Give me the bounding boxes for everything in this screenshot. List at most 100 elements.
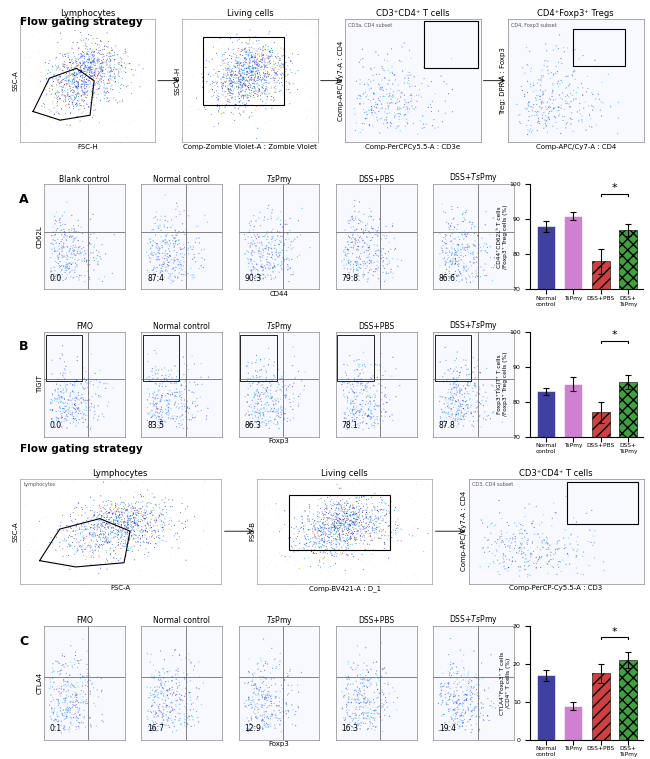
Point	[201, 77, 211, 90]
Point	[90, 367, 100, 380]
Point	[47, 703, 57, 715]
Point	[374, 687, 384, 699]
Point	[363, 723, 373, 735]
Point	[344, 531, 354, 543]
Point	[73, 497, 84, 509]
Point	[257, 261, 268, 273]
Point	[289, 528, 299, 540]
Point	[79, 241, 89, 254]
Point	[263, 43, 273, 55]
Point	[16, 523, 27, 535]
Point	[169, 550, 179, 562]
Point	[353, 686, 363, 698]
Point	[270, 80, 281, 93]
Point	[80, 507, 90, 519]
Point	[276, 411, 286, 424]
Point	[52, 395, 62, 408]
Point	[258, 49, 268, 61]
Point	[332, 508, 342, 520]
Point	[225, 63, 235, 75]
Point	[517, 547, 527, 559]
Point	[185, 414, 195, 426]
Point	[277, 221, 287, 233]
Point	[243, 231, 254, 243]
Point	[65, 82, 75, 94]
Point	[454, 266, 465, 278]
Point	[364, 241, 374, 254]
Point	[184, 563, 194, 575]
Text: 87:4: 87:4	[147, 274, 164, 283]
Point	[174, 390, 185, 402]
Point	[259, 672, 269, 684]
Point	[58, 241, 69, 254]
Point	[365, 511, 376, 523]
Title: Blank control: Blank control	[59, 175, 110, 184]
Point	[276, 256, 287, 268]
Point	[554, 543, 564, 555]
Point	[72, 81, 82, 93]
Point	[262, 90, 272, 102]
Point	[300, 505, 311, 518]
Point	[448, 224, 458, 236]
Point	[59, 72, 70, 84]
Point	[360, 712, 370, 724]
Point	[62, 550, 72, 562]
Point	[308, 549, 318, 561]
Point	[344, 673, 354, 685]
Point	[49, 713, 60, 726]
Point	[93, 259, 103, 271]
Point	[146, 46, 157, 58]
Point	[104, 518, 114, 530]
Point	[350, 534, 360, 546]
Point	[347, 502, 358, 515]
Point	[73, 65, 84, 77]
Point	[97, 48, 107, 60]
Point	[185, 54, 195, 66]
Point	[189, 252, 200, 264]
Point	[72, 410, 83, 422]
Point	[59, 90, 70, 102]
Point	[246, 402, 257, 414]
Point	[351, 537, 361, 550]
Point	[542, 549, 552, 561]
Point	[549, 111, 560, 123]
Point	[454, 694, 464, 706]
Point	[379, 482, 389, 494]
Bar	[143, 335, 179, 381]
Point	[177, 275, 187, 287]
Point	[535, 74, 545, 86]
Point	[321, 514, 332, 526]
Point	[55, 668, 66, 680]
Point	[374, 708, 385, 720]
Point	[538, 509, 549, 521]
Point	[416, 537, 426, 550]
Point	[244, 225, 255, 237]
Point	[471, 679, 482, 691]
Point	[204, 67, 214, 79]
Point	[449, 258, 460, 270]
Point	[86, 56, 96, 68]
Point	[100, 377, 110, 389]
Point	[165, 523, 176, 535]
Point	[263, 405, 273, 417]
Point	[94, 391, 104, 403]
Point	[151, 515, 161, 527]
Point	[269, 66, 280, 78]
Point	[66, 703, 76, 715]
Point	[290, 93, 300, 105]
Point	[242, 361, 252, 373]
Point	[52, 413, 62, 425]
Point	[564, 101, 575, 113]
Point	[129, 513, 140, 525]
Point	[156, 418, 166, 430]
Point	[447, 235, 457, 247]
Point	[71, 723, 81, 735]
Point	[309, 521, 319, 533]
Point	[109, 64, 119, 76]
Point	[458, 704, 469, 716]
Point	[47, 80, 58, 92]
Point	[127, 523, 138, 535]
Point	[370, 228, 380, 241]
Point	[448, 212, 459, 224]
Point	[57, 391, 67, 403]
